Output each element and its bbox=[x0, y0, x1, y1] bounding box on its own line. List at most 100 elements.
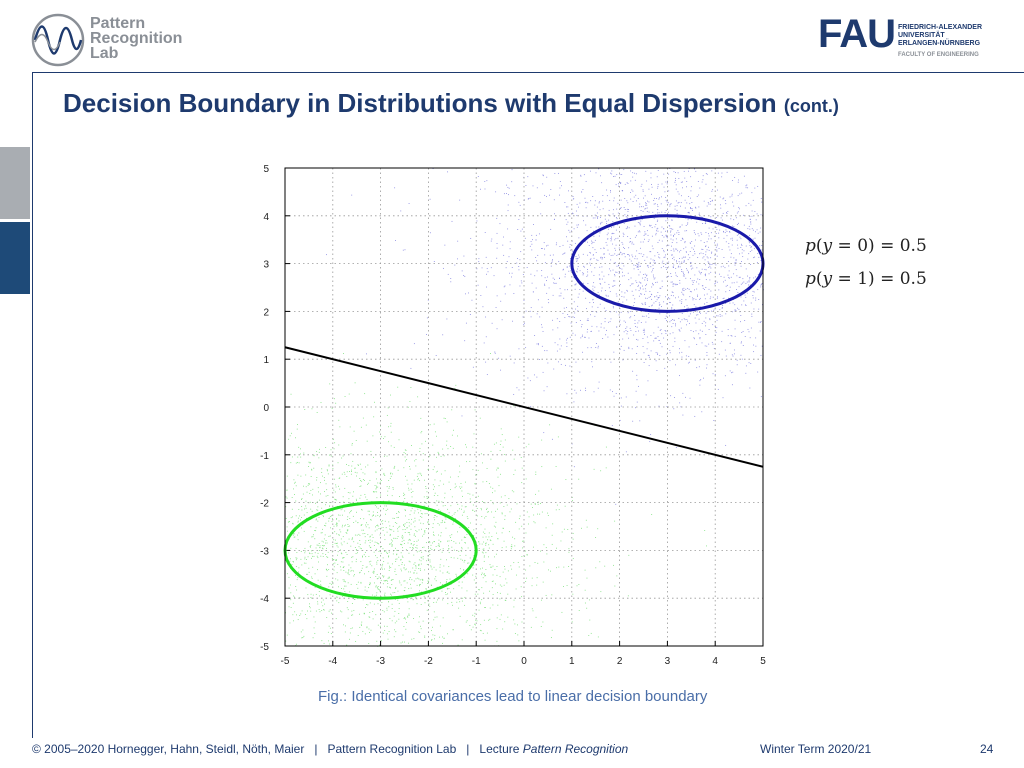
scatter-point bbox=[486, 374, 488, 376]
scatter-point bbox=[639, 231, 641, 233]
scatter-point bbox=[645, 321, 647, 323]
scatter-point bbox=[728, 246, 730, 248]
scatter-point bbox=[415, 547, 417, 548]
scatter-point bbox=[403, 539, 405, 541]
scatter-point bbox=[645, 275, 647, 277]
scatter-point bbox=[736, 275, 738, 277]
scatter-point bbox=[388, 521, 390, 523]
scatter-point bbox=[394, 629, 395, 631]
scatter-point bbox=[740, 283, 742, 285]
scatter-point bbox=[390, 431, 392, 433]
scatter-point bbox=[521, 482, 523, 484]
scatter-point bbox=[686, 230, 688, 232]
scatter-point bbox=[668, 173, 670, 175]
scatter-point bbox=[450, 476, 451, 478]
scatter-point bbox=[685, 396, 686, 398]
scatter-point bbox=[687, 307, 689, 309]
scatter-point bbox=[574, 312, 576, 314]
scatter-point bbox=[386, 455, 388, 457]
scatter-point bbox=[536, 577, 538, 579]
scatter-point bbox=[464, 596, 466, 598]
scatter-point bbox=[687, 272, 689, 274]
scatter-point bbox=[721, 341, 723, 343]
scatter-point bbox=[425, 589, 427, 591]
scatter-point bbox=[749, 245, 751, 246]
scatter-point bbox=[723, 276, 725, 278]
scatter-point bbox=[651, 305, 653, 307]
scatter-point bbox=[627, 290, 628, 292]
scatter-point bbox=[641, 302, 643, 304]
scatter-point bbox=[693, 311, 695, 313]
scatter-point bbox=[469, 460, 471, 462]
scatter-point bbox=[369, 616, 371, 618]
scatter-point bbox=[518, 348, 520, 350]
scatter-point bbox=[411, 483, 413, 485]
scatter-point bbox=[557, 172, 559, 174]
scatter-point bbox=[340, 542, 342, 544]
scatter-point bbox=[597, 306, 599, 308]
scatter-point bbox=[734, 309, 736, 311]
scatter-point bbox=[404, 641, 405, 643]
scatter-point bbox=[542, 174, 544, 176]
scatter-point bbox=[483, 573, 485, 575]
scatter-point bbox=[297, 517, 299, 519]
scatter-point bbox=[336, 533, 338, 535]
scatter-point bbox=[307, 594, 309, 596]
scatter-point bbox=[612, 391, 613, 393]
scatter-point bbox=[306, 512, 308, 514]
scatter-point bbox=[323, 477, 325, 479]
scatter-point bbox=[675, 297, 676, 299]
scatter-point bbox=[327, 470, 328, 472]
scatter-point bbox=[362, 565, 364, 566]
scatter-point bbox=[513, 293, 515, 294]
scatter-point bbox=[400, 642, 402, 644]
scatter-point bbox=[360, 581, 362, 583]
scatter-point bbox=[597, 345, 599, 347]
scatter-point bbox=[509, 248, 511, 250]
scatter-point bbox=[620, 345, 622, 347]
scatter-point bbox=[644, 304, 646, 306]
scatter-point bbox=[343, 353, 344, 354]
scatter-point bbox=[701, 411, 703, 413]
scatter-point bbox=[447, 603, 449, 605]
scatter-point bbox=[351, 537, 353, 539]
scatter-point bbox=[320, 580, 322, 582]
scatter-point bbox=[382, 583, 384, 585]
scatter-point bbox=[712, 199, 713, 201]
scatter-point bbox=[368, 482, 370, 484]
scatter-point bbox=[679, 266, 681, 268]
scatter-point bbox=[392, 540, 393, 542]
scatter-point bbox=[320, 493, 321, 495]
scatter-point bbox=[549, 424, 551, 426]
scatter-point bbox=[401, 540, 403, 542]
scatter-point bbox=[646, 336, 648, 338]
scatter-point bbox=[689, 262, 691, 264]
scatter-point bbox=[636, 264, 638, 265]
scatter-point bbox=[465, 506, 467, 508]
scatter-point bbox=[329, 515, 331, 517]
scatter-point bbox=[544, 277, 546, 279]
scatter-point bbox=[388, 480, 390, 481]
scatter-point bbox=[325, 540, 327, 541]
scatter-point bbox=[417, 512, 419, 514]
scatter-point bbox=[449, 578, 451, 580]
scatter-point bbox=[369, 602, 371, 604]
scatter-point bbox=[728, 277, 730, 278]
scatter-point bbox=[290, 393, 292, 395]
scatter-point bbox=[613, 395, 615, 397]
scatter-point bbox=[341, 473, 343, 475]
scatter-point bbox=[334, 542, 336, 544]
scatter-point bbox=[654, 309, 656, 310]
scatter-point bbox=[713, 263, 715, 265]
scatter-point bbox=[351, 471, 352, 472]
scatter-point bbox=[325, 522, 327, 524]
scatter-point bbox=[526, 577, 528, 579]
scatter-point bbox=[552, 259, 553, 261]
scatter-point bbox=[388, 441, 390, 443]
scatter-point bbox=[329, 501, 331, 503]
scatter-point bbox=[676, 276, 678, 277]
scatter-point bbox=[520, 280, 522, 282]
scatter-point bbox=[657, 352, 659, 354]
scatter-point bbox=[670, 294, 672, 296]
scatter-point bbox=[467, 573, 469, 575]
